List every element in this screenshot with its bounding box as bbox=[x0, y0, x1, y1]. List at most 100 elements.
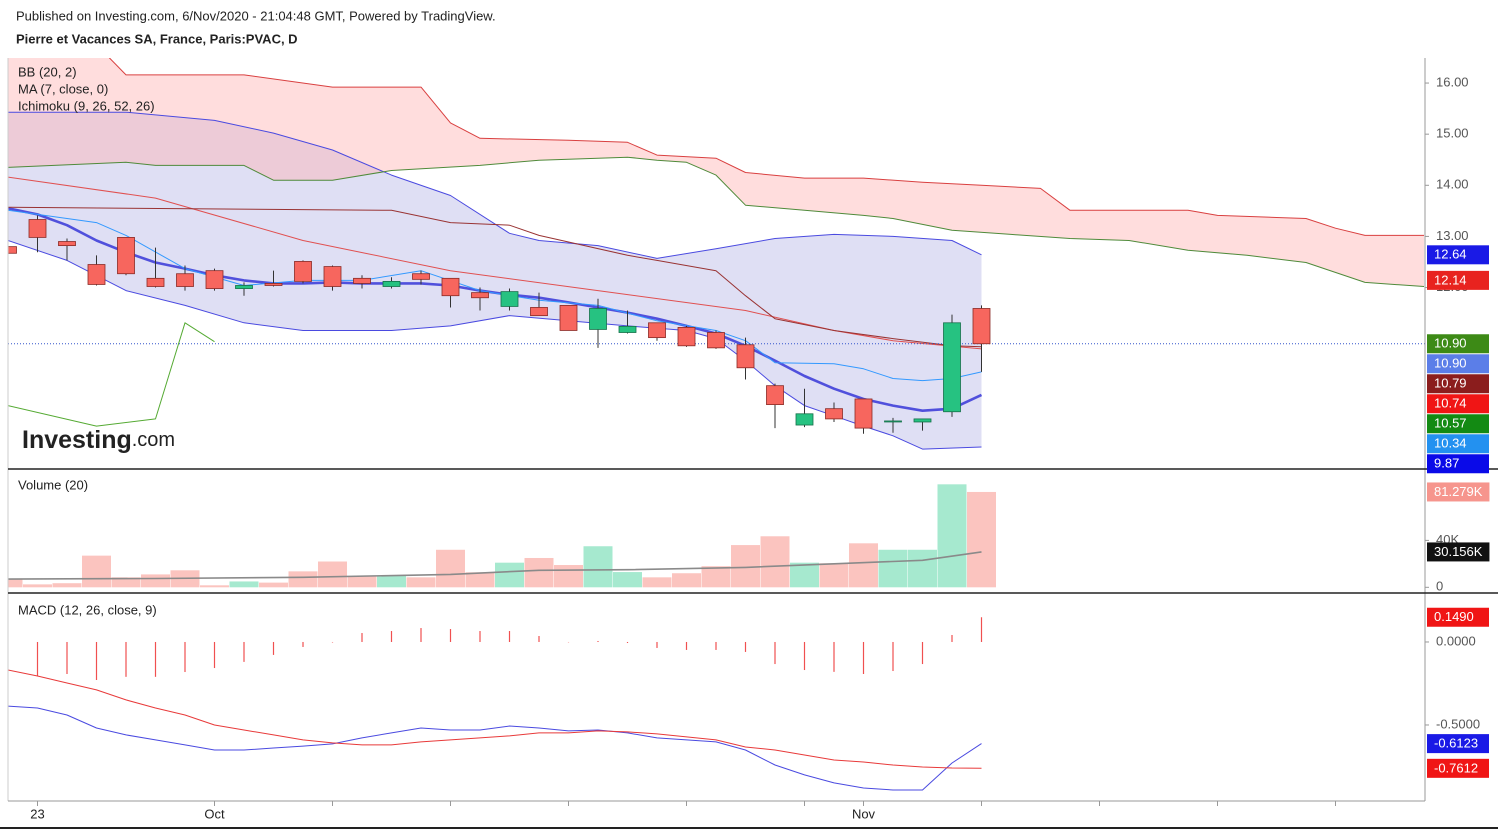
candle-body bbox=[441, 277, 460, 297]
y-tick-label: 15.00 bbox=[1436, 126, 1469, 141]
value-badge bbox=[1427, 607, 1489, 627]
volume-bar bbox=[229, 581, 259, 588]
candle-body bbox=[913, 418, 932, 423]
axes bbox=[0, 58, 1498, 829]
volume-bar bbox=[465, 572, 495, 588]
value-badge bbox=[1427, 434, 1489, 454]
value-badge bbox=[1427, 758, 1489, 778]
indicator-line bbox=[108, 58, 1424, 236]
legend-entry: Ichimoku (9, 26, 52, 26) bbox=[18, 98, 155, 113]
candle-body bbox=[323, 266, 342, 287]
volume-bar bbox=[318, 561, 347, 588]
volume-bar bbox=[642, 577, 672, 588]
volume-bar bbox=[141, 574, 170, 588]
value-badge-label: 10.79 bbox=[1434, 376, 1467, 391]
volume-bar bbox=[406, 577, 436, 588]
volume-bar bbox=[613, 572, 642, 588]
indicator-line bbox=[8, 176, 982, 350]
value-badge bbox=[1427, 354, 1489, 374]
candle-body bbox=[618, 325, 637, 333]
panel-title: Volume (20) bbox=[18, 477, 88, 492]
indicator-line bbox=[8, 156, 1425, 287]
candle-body bbox=[176, 273, 194, 287]
value-badge-label: -0.7612 bbox=[1434, 760, 1478, 775]
volume-bar bbox=[8, 579, 23, 588]
y-tick-label: 13.00 bbox=[1436, 228, 1469, 243]
volume-average bbox=[8, 551, 982, 580]
candle-body bbox=[8, 246, 17, 254]
candle-body bbox=[589, 308, 607, 330]
volume-bar bbox=[908, 549, 937, 588]
x-tick-label: Nov bbox=[852, 806, 876, 821]
value-badge-label: 10.74 bbox=[1434, 396, 1467, 411]
x-tick-label: 23 bbox=[30, 806, 44, 821]
candle-body bbox=[353, 277, 371, 284]
candle-body bbox=[87, 264, 106, 285]
candle-body bbox=[943, 322, 961, 413]
volume-bar bbox=[583, 546, 613, 588]
value-badge-label: 10.90 bbox=[1434, 336, 1467, 351]
volume-bar bbox=[937, 484, 967, 588]
candle-body bbox=[294, 261, 312, 282]
value-badge-label: 10.90 bbox=[1434, 356, 1467, 371]
indicator-line bbox=[8, 206, 982, 348]
volume-bar bbox=[849, 543, 878, 588]
macd-panel bbox=[8, 617, 983, 791]
value-badge bbox=[1427, 454, 1489, 474]
volume-bar bbox=[495, 562, 524, 588]
value-badge bbox=[1427, 394, 1489, 414]
candle-body bbox=[146, 277, 165, 287]
volume-bar bbox=[672, 573, 701, 588]
candle-body bbox=[264, 283, 283, 286]
candle-body bbox=[707, 332, 725, 349]
y-tick-label: 16.00 bbox=[1436, 74, 1469, 89]
volume-bar bbox=[967, 491, 996, 588]
value-badge bbox=[1427, 245, 1489, 265]
volume-bar bbox=[23, 584, 52, 588]
candle-body bbox=[972, 308, 991, 345]
candle-body bbox=[412, 273, 430, 280]
candle-body bbox=[677, 326, 696, 347]
y-tick-label: 0 bbox=[1436, 579, 1443, 594]
value-badge-label: 12.14 bbox=[1434, 272, 1467, 287]
candle-body bbox=[500, 291, 519, 307]
value-badge-label: -0.6123 bbox=[1434, 736, 1478, 751]
volume-bar bbox=[82, 555, 111, 588]
value-badge-label: 9.87 bbox=[1434, 456, 1459, 471]
volume-bar bbox=[554, 565, 583, 588]
candle-body bbox=[471, 292, 489, 299]
value-badge bbox=[1427, 542, 1490, 562]
logo-name: Investing bbox=[22, 426, 132, 454]
volume-bar bbox=[524, 557, 554, 588]
logo-suffix: .com bbox=[132, 429, 175, 451]
candle-body bbox=[530, 307, 548, 317]
panel-title: MACD (12, 26, close, 9) bbox=[18, 602, 157, 617]
macd-line bbox=[8, 705, 982, 791]
indicator-line bbox=[8, 111, 982, 259]
candle-body bbox=[58, 241, 76, 247]
value-badge-label: 81.279K bbox=[1434, 484, 1483, 499]
candle-body bbox=[117, 237, 135, 275]
volume-bar bbox=[377, 575, 406, 588]
value-badge bbox=[1427, 414, 1489, 434]
value-badge-label: 10.57 bbox=[1434, 416, 1467, 431]
volume-bar bbox=[878, 549, 908, 588]
volume-bar bbox=[760, 536, 790, 588]
published-note: Published on Investing.com, 6/Nov/2020 -… bbox=[16, 8, 496, 23]
candle-body bbox=[766, 385, 784, 405]
y-tick-label: -0.5000 bbox=[1436, 716, 1480, 731]
candle-body bbox=[854, 398, 873, 429]
x-tick-label: Oct bbox=[204, 806, 225, 821]
value-badge-label: 10.34 bbox=[1434, 436, 1467, 451]
candle-body bbox=[559, 305, 578, 331]
value-badge bbox=[1427, 270, 1489, 290]
value-badge bbox=[1427, 334, 1489, 354]
legend-entry: BB (20, 2) bbox=[18, 64, 77, 79]
candle-body bbox=[825, 408, 843, 420]
value-badge bbox=[1427, 374, 1489, 394]
indicator-line bbox=[8, 322, 215, 427]
value-badge-label: 30.156K bbox=[1434, 544, 1483, 559]
price-panel bbox=[8, 58, 1425, 450]
volume-bar bbox=[731, 545, 760, 588]
